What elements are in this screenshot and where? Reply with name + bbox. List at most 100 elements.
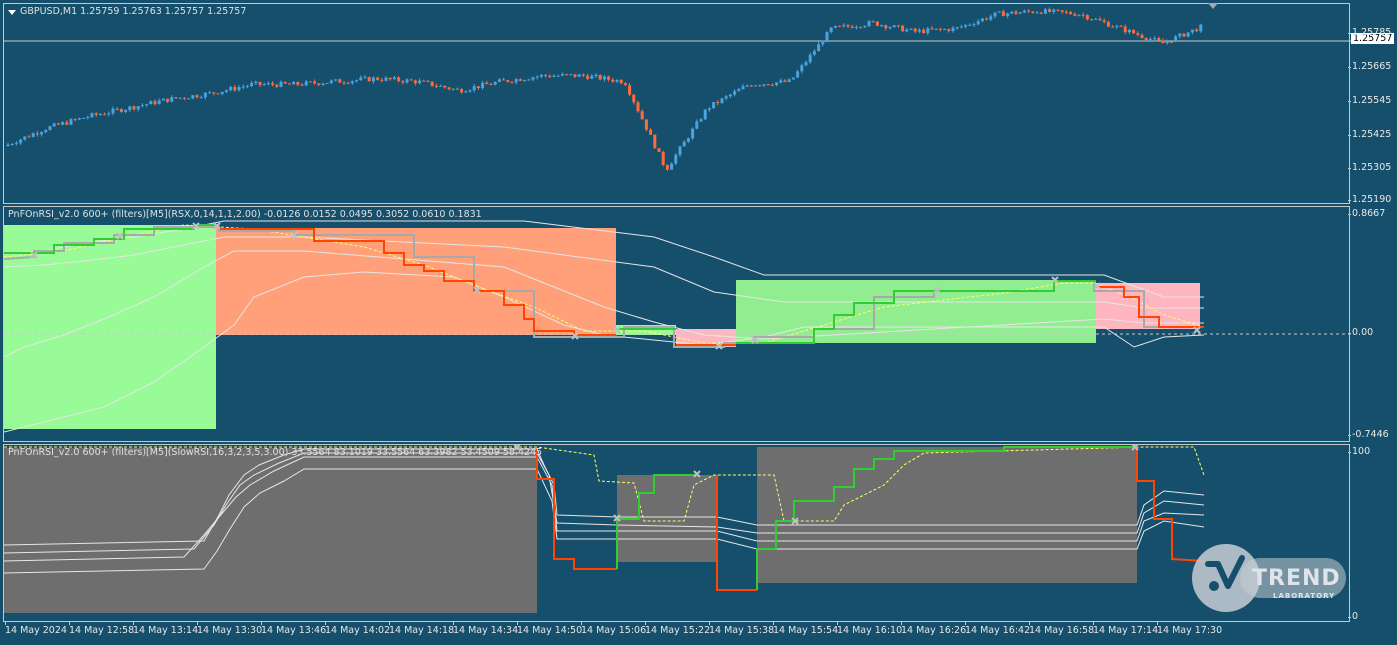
- time-axis-label: 14 May 15:06: [581, 622, 647, 636]
- candle-body: [665, 164, 669, 170]
- rsx-scale-zero: 0.00: [1347, 327, 1374, 338]
- candle-body: [825, 31, 829, 43]
- price-tick: 1.25425: [1347, 129, 1392, 140]
- candle-body: [804, 62, 808, 66]
- candle-body: [325, 82, 329, 84]
- collapse-arrow-icon[interactable]: [8, 10, 16, 15]
- candle-body: [1161, 40, 1165, 44]
- shift-marker-icon[interactable]: [1208, 3, 1218, 9]
- candle-body: [909, 28, 913, 30]
- signal-dashed-line: [4, 446, 1205, 522]
- candle-body: [1148, 39, 1152, 41]
- candle-body: [766, 84, 770, 86]
- candle-body: [187, 98, 191, 100]
- price-tick: 1.25545: [1347, 95, 1392, 106]
- candle-body: [640, 111, 644, 120]
- candle-body: [392, 77, 396, 80]
- time-axis-label: 14 May 17:30: [1157, 622, 1223, 636]
- candle-body: [220, 91, 224, 94]
- candle-body: [573, 74, 577, 77]
- candle-body: [161, 98, 165, 101]
- time-axis-label: 14 May 14:50: [517, 622, 583, 636]
- candle-body: [27, 136, 31, 138]
- candle-body: [224, 90, 228, 92]
- candle-body: [1077, 14, 1081, 16]
- candle-body: [619, 79, 623, 84]
- candle-body: [166, 98, 170, 102]
- price-chart-pane[interactable]: GBPUSD,M1 1.25759 1.25763 1.25757 1.2575…: [3, 3, 1351, 205]
- candle-body: [254, 81, 258, 84]
- candlestick-chart[interactable]: [4, 4, 1351, 205]
- candle-body: [44, 130, 48, 133]
- candle-body: [758, 85, 762, 87]
- candle-body: [737, 89, 741, 92]
- candle-body: [1081, 14, 1085, 16]
- candle-body: [182, 97, 186, 99]
- candle-body: [1182, 33, 1186, 37]
- candle-body: [791, 77, 795, 80]
- time-axis-label: 14 May 16:42: [965, 622, 1031, 636]
- candle-body: [712, 102, 716, 109]
- candle-body: [657, 148, 661, 152]
- candle-body: [972, 24, 976, 26]
- candle-body: [149, 101, 153, 105]
- candle-body: [90, 113, 94, 118]
- slowrsi-green-step-line: [756, 446, 1137, 590]
- candle-body: [216, 93, 220, 95]
- pnf-reversal-markers: [30, 222, 1201, 350]
- candle-body: [749, 85, 753, 87]
- rsx-indicator-plot: [4, 220, 1351, 433]
- candle-body: [321, 83, 325, 85]
- candle-body: [1052, 9, 1056, 12]
- candle-body: [1069, 12, 1073, 15]
- candle-body: [1006, 13, 1010, 17]
- candle-body: [1140, 34, 1144, 38]
- candle-body: [964, 24, 968, 27]
- candle-body: [1043, 9, 1047, 14]
- slowrsi-red-step-line: [1136, 449, 1205, 562]
- candle-body: [128, 106, 132, 111]
- candle-body: [439, 85, 443, 87]
- candle-body: [1127, 29, 1131, 33]
- candle-body: [376, 77, 380, 80]
- candle-body: [796, 71, 800, 78]
- candle-body: [1174, 36, 1178, 42]
- candle-body: [1111, 26, 1115, 28]
- candle-body: [888, 27, 892, 29]
- rsx-indicator-pane[interactable]: PnFOnRSI_v2.0 600+ (filters)[M5](RSX,0,1…: [3, 206, 1351, 442]
- candle-body: [296, 82, 300, 85]
- candle-body: [1048, 9, 1052, 12]
- candle-body: [968, 24, 972, 26]
- candle-body: [661, 151, 665, 165]
- candle-body: [443, 85, 447, 88]
- price-tick: 1.25305: [1347, 162, 1392, 173]
- candle-body: [821, 42, 825, 45]
- time-axis-label: 14 May 17:14: [1093, 622, 1159, 636]
- candle-body: [1031, 11, 1035, 13]
- candle-body: [61, 122, 65, 125]
- price-tick: 1.25785: [1347, 27, 1392, 38]
- candle-body: [808, 54, 812, 63]
- candle-body: [510, 81, 514, 83]
- candle-body: [514, 79, 518, 83]
- candle-body: [359, 77, 363, 81]
- candle-body: [170, 97, 174, 102]
- candle-body: [644, 119, 648, 130]
- candle-body: [1123, 26, 1127, 33]
- candle-body: [317, 83, 321, 85]
- candle-body: [1073, 14, 1077, 16]
- slowrsi-indicator-pane[interactable]: PnFOnRSI_v2.0 600+ (filters)[M5](SlowRSI…: [3, 444, 1350, 622]
- candle-body: [653, 134, 657, 149]
- time-axis-label: 14 May 15:54: [773, 622, 839, 636]
- time-axis-label: 14 May 14:18: [389, 622, 455, 636]
- candle-body: [707, 108, 711, 110]
- candle-body: [590, 75, 594, 79]
- candle-body: [1190, 29, 1194, 33]
- candle-body: [947, 29, 951, 32]
- candle-body: [350, 81, 354, 84]
- candle-body: [1178, 33, 1182, 37]
- candle-body: [132, 106, 136, 110]
- candle-body: [292, 82, 296, 85]
- candle-body: [52, 123, 56, 127]
- candle-body: [35, 133, 39, 135]
